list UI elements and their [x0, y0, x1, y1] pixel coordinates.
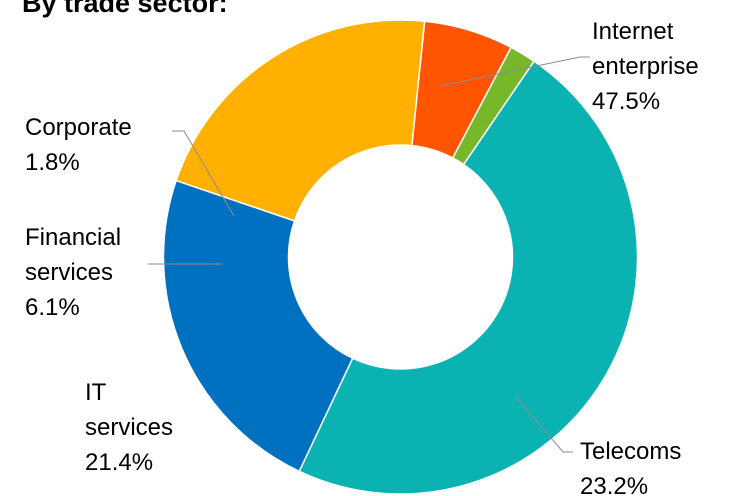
slice-labels: Internet enterprise 47.5% Telecoms 23.2% IT se…: [25, 18, 699, 496]
slice-name-line: Financial: [25, 224, 121, 251]
slice-label-financial-services: Financial services 6.1%: [25, 224, 121, 321]
slice-name-line: Telecoms: [580, 438, 681, 465]
slice-value: 47.5%: [592, 88, 660, 115]
slice-it-services: [175, 19, 426, 222]
slice-value: 1.8%: [25, 149, 80, 176]
slices: [162, 19, 639, 495]
slice-name-line: IT: [85, 379, 107, 406]
slice-value: 21.4%: [85, 449, 153, 476]
slice-label-it-services: IT services 21.4%: [85, 379, 173, 476]
slice-name-line: enterprise: [592, 53, 699, 80]
slice-value: 6.1%: [25, 294, 80, 321]
slice-value: 23.2%: [580, 473, 648, 496]
leader-line-telecoms: [515, 396, 573, 453]
slice-label-corporate: Corporate 1.8%: [25, 114, 132, 176]
chart-title: By trade sector:: [22, 0, 228, 18]
slice-telecoms: [162, 179, 354, 473]
leader-line-internet-enterprise: [439, 56, 590, 87]
slice-name-line: services: [85, 414, 173, 441]
slice-label-internet-enterprise: Internet enterprise 47.5%: [592, 18, 699, 115]
slice-name-line: services: [25, 259, 113, 286]
slice-label-telecoms: Telecoms 23.2%: [580, 438, 681, 496]
slice-corporate: [451, 46, 536, 166]
leader-lines: [148, 56, 590, 453]
slice-internet-enterprise: [298, 60, 639, 495]
leader-line-corporate: [172, 130, 235, 217]
slice-name-line: Internet: [592, 18, 674, 45]
slice-name-line: Corporate: [25, 114, 132, 141]
